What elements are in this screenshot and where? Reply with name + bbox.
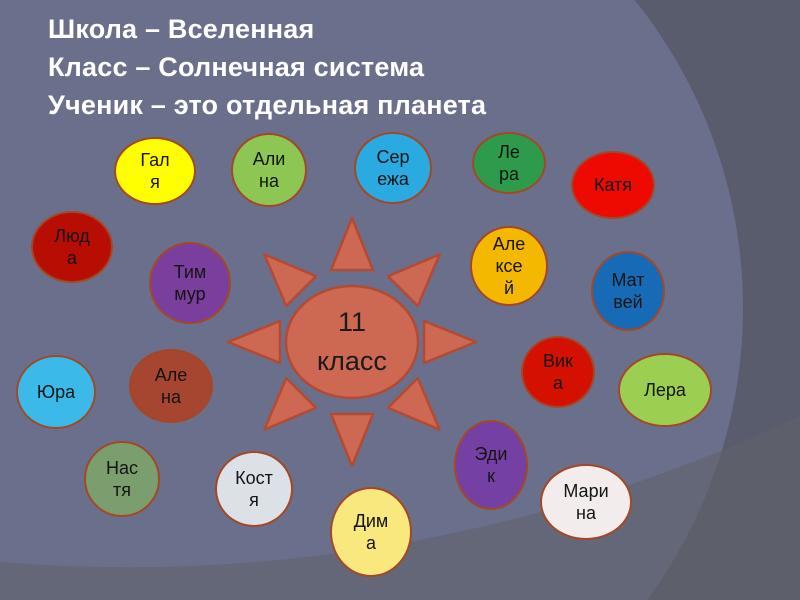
planet-katya: Катя bbox=[571, 151, 655, 219]
planet-galya: Гал я bbox=[114, 137, 196, 205]
sun-ray-icon bbox=[263, 253, 318, 308]
planet-marina: Мари на bbox=[540, 464, 632, 540]
sun-ray-icon bbox=[226, 319, 282, 365]
title-line-2: Класс – Солнечная система bbox=[48, 52, 425, 82]
planet-alina: Али на bbox=[231, 133, 307, 207]
planet-edik: Эди к bbox=[454, 420, 528, 510]
sun-ray-icon bbox=[329, 216, 375, 272]
planet-nastya: Нас тя bbox=[84, 441, 160, 517]
sun-icon bbox=[226, 216, 478, 468]
sun-label: 11 класс bbox=[252, 303, 452, 381]
sun-ray-icon bbox=[263, 376, 318, 431]
planet-lera-right: Лера bbox=[618, 353, 712, 427]
planet-serezha: Сер ежа bbox=[354, 132, 432, 204]
planet-alena: Але на bbox=[129, 349, 213, 423]
sun-label-line-2: класс bbox=[317, 346, 387, 376]
planet-matvey: Мат вей bbox=[591, 251, 665, 331]
sun-ray-icon bbox=[329, 412, 375, 468]
planet-vika: Вик а bbox=[521, 336, 595, 408]
planet-kostya: Кост я bbox=[215, 451, 293, 527]
sun-ray-icon bbox=[386, 376, 441, 431]
title-line-3: Ученик – это отдельная планета bbox=[48, 90, 487, 120]
sun-label-line-1: 11 bbox=[337, 307, 367, 337]
sun-ray-icon bbox=[386, 253, 441, 308]
planet-aleksey: Але ксе й bbox=[470, 226, 548, 306]
planet-lera-top: Ле ра bbox=[472, 132, 546, 194]
planet-yura: Юра bbox=[16, 355, 96, 429]
planet-dima: Дим а bbox=[330, 487, 412, 577]
planet-lyuda: Люд а bbox=[31, 211, 113, 283]
slide-title: Школа – Вселенная Класс – Солнечная сист… bbox=[48, 10, 486, 124]
background-band-shade bbox=[0, 416, 800, 600]
sun-body bbox=[284, 284, 420, 400]
sun-ray-icon bbox=[422, 319, 478, 365]
planet-timur: Тим мур bbox=[149, 242, 231, 324]
title-line-1: Школа – Вселенная bbox=[48, 14, 315, 44]
